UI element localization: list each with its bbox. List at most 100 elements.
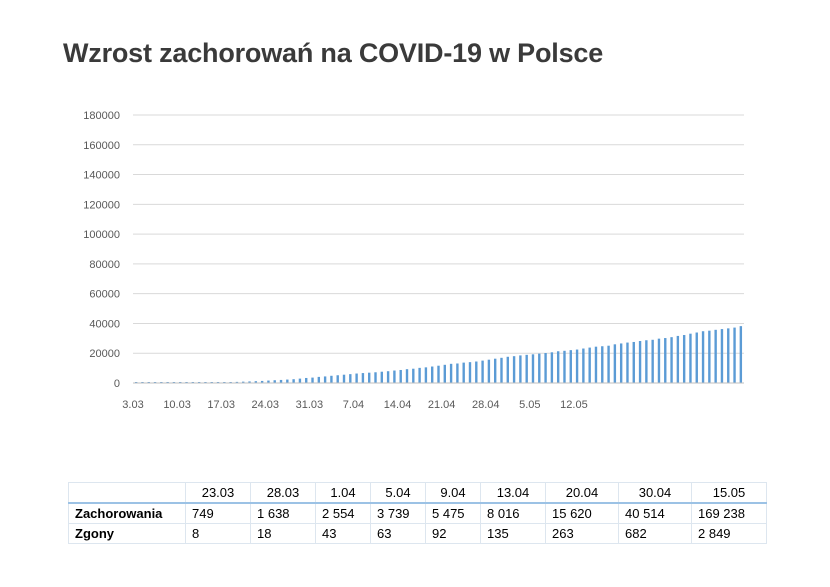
bar bbox=[645, 340, 648, 383]
bar bbox=[323, 376, 327, 383]
bar bbox=[689, 333, 692, 383]
bar bbox=[355, 373, 358, 383]
bar bbox=[279, 379, 283, 383]
table-cell: 263 bbox=[545, 523, 619, 544]
bar bbox=[500, 357, 503, 383]
bar bbox=[664, 338, 667, 383]
table-cell: 8 bbox=[185, 523, 251, 544]
bars bbox=[134, 326, 743, 383]
bar bbox=[739, 326, 743, 383]
summary-table: 23.03 28.03 1.04 5.04 9.04 13.04 20.04 3… bbox=[68, 482, 767, 544]
bar bbox=[506, 356, 509, 383]
table-cell: 15 620 bbox=[545, 502, 619, 524]
y-tick-label: 160000 bbox=[83, 140, 120, 152]
y-axis-ticks: 0 20000 40000 60000 80000 100000 120000 140000 1… bbox=[83, 110, 120, 390]
bar bbox=[393, 370, 396, 383]
bar bbox=[632, 341, 635, 383]
table-cell: 8 016 bbox=[480, 502, 546, 524]
chart-title: Wzrost zachorowań na COVID-19 w Polsce bbox=[63, 38, 604, 68]
bar bbox=[657, 338, 661, 383]
bar bbox=[550, 352, 554, 383]
bar bbox=[626, 342, 629, 383]
x-tick-label: 17.03 bbox=[207, 399, 235, 411]
table-cell: 18 bbox=[250, 523, 316, 544]
table-cell: 3 739 bbox=[370, 502, 426, 524]
bar bbox=[544, 353, 547, 383]
y-tick-label: 100000 bbox=[83, 229, 120, 241]
bar bbox=[462, 362, 465, 383]
bar bbox=[456, 363, 459, 383]
x-tick-label: 21.04 bbox=[428, 399, 456, 411]
row-label: Zgony bbox=[68, 523, 186, 544]
table-header-cell: 13.04 bbox=[480, 482, 546, 504]
bar bbox=[481, 360, 484, 383]
bar bbox=[468, 362, 472, 383]
bar bbox=[676, 335, 680, 383]
bar bbox=[254, 381, 258, 383]
bar bbox=[305, 377, 308, 383]
table-header-row: 23.03 28.03 1.04 5.04 9.04 13.04 20.04 3… bbox=[68, 482, 767, 504]
x-tick-label: 3.03 bbox=[122, 399, 143, 411]
bar bbox=[349, 374, 352, 383]
row-label: Zachorowania bbox=[68, 502, 186, 524]
table-cell: 40 514 bbox=[618, 502, 692, 524]
bar bbox=[267, 380, 270, 383]
bar bbox=[607, 345, 610, 383]
y-tick-label: 80000 bbox=[89, 259, 120, 271]
bar bbox=[336, 375, 339, 383]
bar bbox=[368, 372, 371, 383]
bar bbox=[556, 351, 560, 383]
bar bbox=[538, 353, 541, 383]
table-header-cell bbox=[68, 482, 186, 504]
table-cell: 43 bbox=[315, 523, 371, 544]
bar bbox=[638, 341, 642, 383]
bar bbox=[720, 329, 724, 383]
y-tick-label: 40000 bbox=[89, 318, 120, 330]
bar bbox=[235, 381, 239, 383]
bar bbox=[670, 337, 673, 383]
table-row: Zachorowania 749 1 638 2 554 3 739 5 475… bbox=[68, 502, 767, 524]
bar bbox=[519, 355, 522, 383]
x-axis-ticks: 3.03 10.03 17.03 24.03 31.03 7.04 14.04 21.04 28… bbox=[122, 399, 587, 411]
bar bbox=[613, 344, 617, 383]
bar bbox=[424, 367, 428, 383]
bar bbox=[405, 369, 409, 383]
y-tick-label: 140000 bbox=[83, 170, 120, 182]
bar bbox=[399, 369, 402, 383]
bar bbox=[695, 332, 698, 383]
bar bbox=[575, 349, 579, 383]
bar bbox=[619, 343, 623, 383]
table-cell: 5 475 bbox=[425, 502, 481, 524]
bar bbox=[260, 380, 264, 383]
bar bbox=[242, 381, 245, 383]
bar bbox=[531, 354, 535, 383]
bar bbox=[380, 371, 384, 383]
bar bbox=[437, 365, 440, 383]
bar bbox=[682, 335, 686, 383]
table-cell: 2 849 bbox=[691, 523, 767, 544]
bar bbox=[487, 359, 491, 383]
bar bbox=[525, 354, 528, 383]
bar bbox=[601, 346, 604, 383]
bar bbox=[651, 339, 654, 383]
table-header-cell: 28.03 bbox=[250, 482, 316, 504]
table-header-cell: 30.04 bbox=[618, 482, 692, 504]
bar bbox=[273, 380, 276, 383]
x-tick-label: 7.04 bbox=[343, 399, 364, 411]
bar bbox=[298, 378, 302, 383]
bar bbox=[563, 350, 566, 383]
bar bbox=[311, 377, 314, 383]
x-tick-label: 14.04 bbox=[384, 399, 412, 411]
table-header-cell: 1.04 bbox=[315, 482, 371, 504]
y-tick-label: 0 bbox=[114, 378, 120, 390]
bar bbox=[708, 330, 711, 383]
table-cell: 63 bbox=[370, 523, 426, 544]
gridlines bbox=[133, 114, 744, 354]
table-cell: 135 bbox=[480, 523, 546, 544]
bar bbox=[588, 347, 591, 383]
table-cell: 749 bbox=[185, 502, 251, 524]
y-tick-label: 180000 bbox=[83, 110, 120, 122]
bar bbox=[418, 367, 421, 383]
bar bbox=[374, 372, 377, 383]
bar bbox=[248, 381, 251, 383]
